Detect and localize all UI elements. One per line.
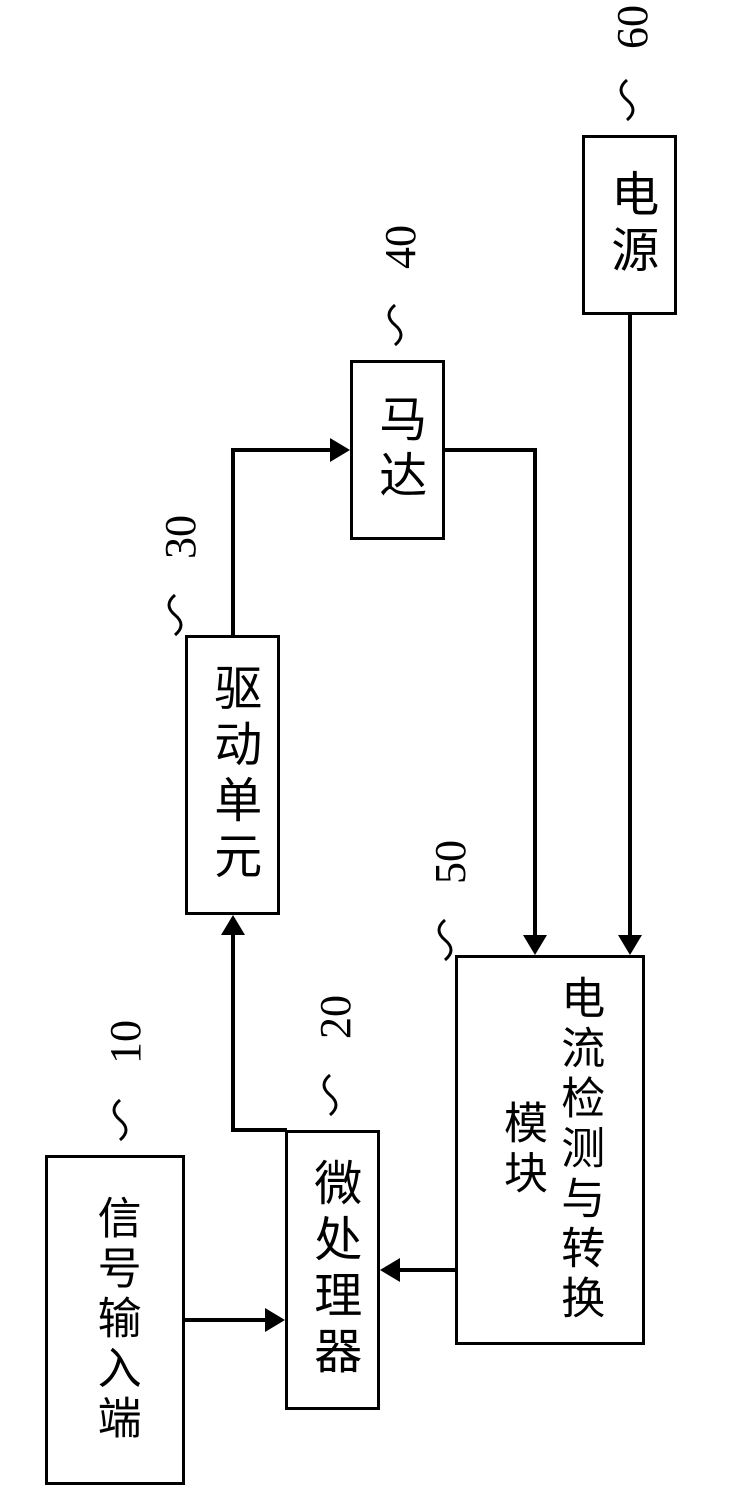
tilde-20: [310, 1070, 350, 1120]
label-40: 40: [375, 225, 426, 269]
tilde-10: [100, 1095, 140, 1145]
edge-30-40-h: [231, 448, 333, 452]
edge-40-50-head: [523, 935, 547, 955]
edge-40-50-v: [533, 448, 537, 937]
node-microprocessor-label: 微处理器: [304, 1158, 362, 1382]
node-motor-label: 马达: [369, 394, 427, 506]
label-20: 20: [310, 995, 361, 1039]
edge-30-40-v: [231, 448, 235, 635]
node-motor: 马达: [350, 360, 445, 540]
edge-60-50-head: [618, 935, 642, 955]
node-microprocessor: 微处理器: [285, 1130, 380, 1410]
edge-20-30-h: [231, 1128, 288, 1132]
edge-20-30-v: [231, 933, 235, 1130]
label-50: 50: [425, 840, 476, 884]
label-60: 60: [607, 5, 658, 49]
label-10: 10: [100, 1020, 151, 1064]
node-power-label: 电源: [601, 169, 659, 281]
node-drive-unit: 驱动单元: [185, 635, 280, 915]
edge-50-20-head: [380, 1258, 400, 1282]
edge-20-30-head: [221, 915, 245, 935]
tilde-30: [155, 590, 195, 640]
node-signal-input: 信号输入端: [45, 1155, 185, 1485]
edge-10-20-head: [265, 1308, 285, 1332]
node-current-detection: 电流检测与转换模块: [455, 955, 645, 1345]
edge-50-20: [398, 1268, 455, 1272]
edge-30-40-head: [330, 438, 350, 462]
edge-60-50: [628, 315, 632, 937]
node-signal-input-label: 信号输入端: [86, 1195, 143, 1445]
node-power: 电源: [582, 135, 677, 315]
node-drive-unit-label: 驱动单元: [204, 663, 262, 887]
tilde-50: [425, 915, 465, 965]
label-30: 30: [155, 515, 206, 559]
tilde-40: [375, 300, 415, 350]
edge-40-50-h: [445, 448, 537, 452]
node-current-detection-label: 电流检测与转换模块: [493, 958, 607, 1342]
tilde-60: [607, 75, 647, 125]
edge-10-20: [185, 1318, 267, 1322]
